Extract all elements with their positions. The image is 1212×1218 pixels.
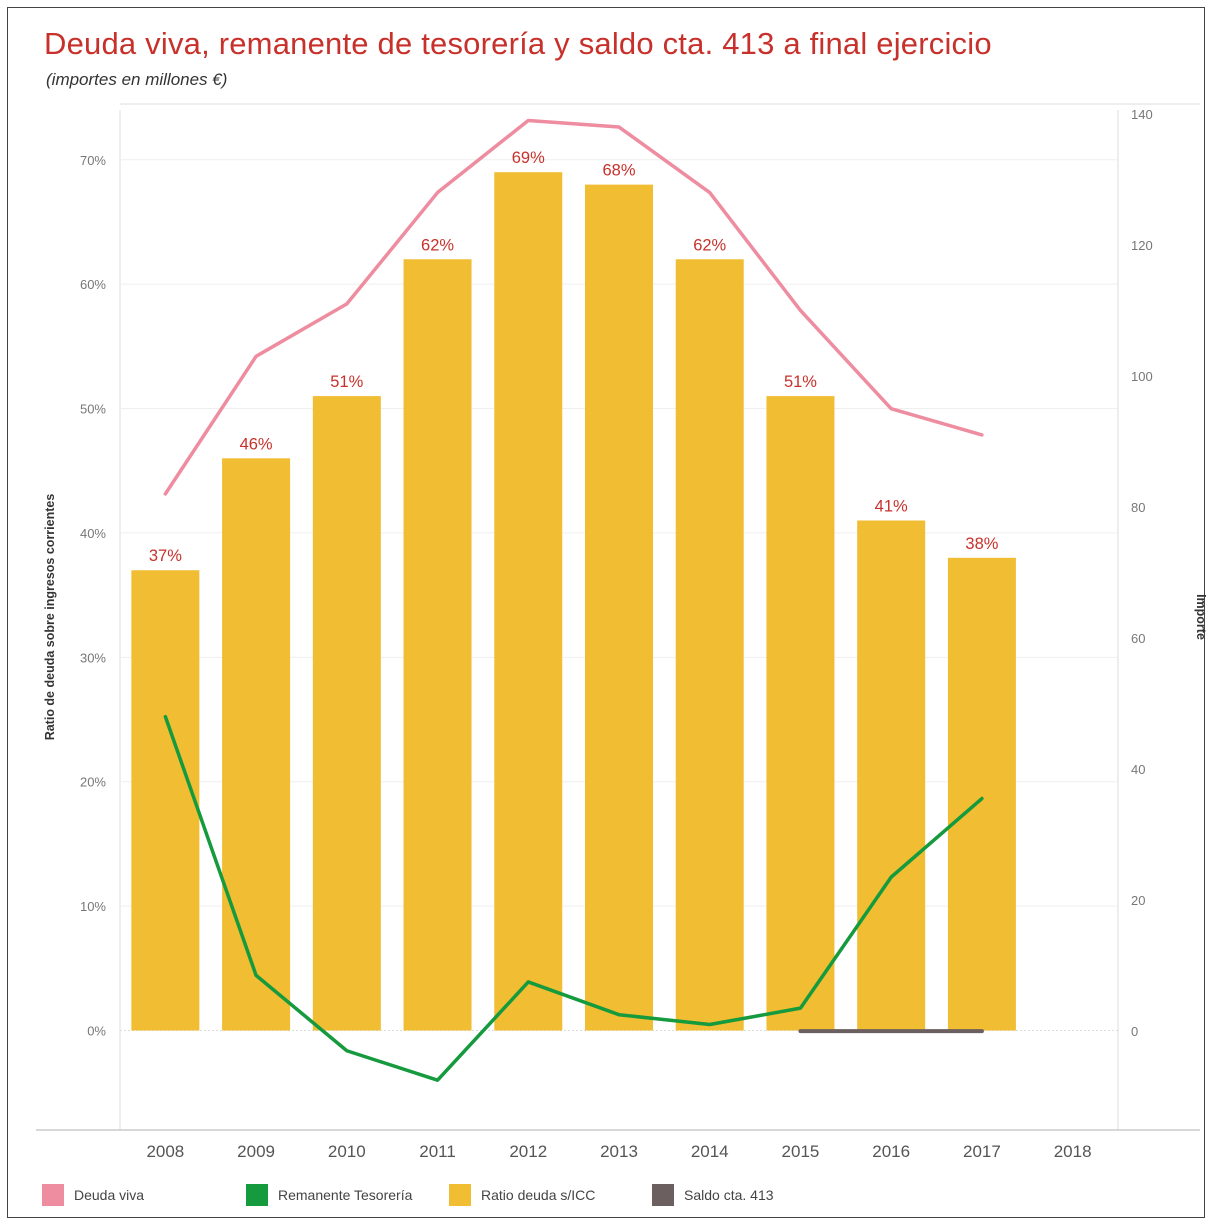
legend-label-remanente: Remanente Tesorería (278, 1187, 413, 1203)
y2-tick-label: 100 (1131, 369, 1153, 384)
y2-tick-label: 40 (1131, 762, 1145, 777)
legend-item-remanente[interactable]: Remanente Tesorería (246, 1184, 412, 1206)
bar (312, 396, 381, 1031)
bar-data-label: 41% (875, 497, 908, 515)
y2-tick-label: 140 (1131, 107, 1153, 122)
bar-data-label: 62% (693, 236, 726, 254)
y-tick-label: 60% (80, 277, 106, 292)
x-tick-label: 2012 (509, 1142, 547, 1161)
y-axis-title: Ratio de deuda sobre ingresos corrientes (43, 494, 57, 741)
legend: Deuda viva Remanente Tesorería Ratio deu… (0, 1184, 1212, 1210)
chart-title: Deuda viva, remanente de tesorería y sal… (44, 26, 992, 61)
deuda-viva-line (163, 118, 984, 496)
y2-tick-label: 120 (1131, 238, 1153, 253)
bar (675, 259, 744, 1031)
bar (857, 520, 926, 1031)
x-tick-label: 2011 (419, 1142, 456, 1161)
bar-data-label: 38% (965, 535, 998, 553)
legend-item-deuda-viva[interactable]: Deuda viva (42, 1184, 144, 1206)
bar-data-label: 69% (512, 149, 545, 167)
bar (131, 570, 200, 1031)
x-tick-label: 2015 (782, 1142, 820, 1161)
bar (947, 557, 1016, 1031)
x-tick-label: 2009 (237, 1142, 275, 1161)
bar (494, 172, 563, 1031)
y-tick-label: 20% (80, 775, 106, 790)
legend-swatch-deuda-viva (42, 1184, 64, 1206)
legend-label-deuda-viva: Deuda viva (74, 1187, 145, 1203)
bar (585, 184, 653, 1031)
x-tick-label: 2018 (1054, 1142, 1092, 1161)
x-tick-label: 2016 (872, 1142, 910, 1161)
bar-data-label: 62% (421, 236, 454, 254)
y-tick-label: 70% (80, 153, 106, 168)
y2-tick-label: 80 (1131, 500, 1145, 515)
legend-swatch-ratio (449, 1184, 471, 1206)
y-tick-label: 50% (80, 402, 106, 417)
bar-data-label: 46% (240, 435, 273, 453)
y2-tick-label: 20 (1131, 893, 1145, 908)
chart-subtitle: (importes en millones €) (46, 70, 228, 89)
y-tick-label: 40% (80, 526, 106, 541)
x-tick-label: 2014 (691, 1142, 729, 1161)
y2-tick-label: 60 (1131, 631, 1145, 646)
y-tick-label: 0% (87, 1023, 106, 1038)
legend-item-saldo[interactable]: Saldo cta. 413 (652, 1184, 774, 1206)
remanente-line (163, 714, 984, 1082)
y2-axis-title: Importe (1194, 594, 1208, 640)
x-tick-label: 2017 (963, 1142, 1001, 1161)
legend-label-saldo: Saldo cta. 413 (684, 1187, 774, 1203)
y2-tick-label: 0 (1131, 1024, 1138, 1039)
bar-data-label: 37% (149, 547, 182, 565)
y-tick-label: 30% (80, 650, 106, 665)
x-tick-label: 2008 (146, 1142, 184, 1161)
bar-data-label: 51% (330, 373, 363, 391)
bar (403, 259, 472, 1031)
y-tick-label: 10% (80, 899, 106, 914)
legend-label-ratio: Ratio deuda s/ICC (481, 1187, 596, 1203)
bar (766, 396, 835, 1031)
bar-data-label: 68% (602, 162, 635, 180)
legend-swatch-saldo (652, 1184, 674, 1206)
bar (222, 458, 291, 1031)
x-tick-label: 2013 (600, 1142, 638, 1161)
x-tick-label: 2010 (328, 1142, 366, 1161)
legend-swatch-remanente (246, 1184, 268, 1206)
bar-data-label: 51% (784, 373, 817, 391)
legend-item-ratio[interactable]: Ratio deuda s/ICC (449, 1184, 595, 1206)
